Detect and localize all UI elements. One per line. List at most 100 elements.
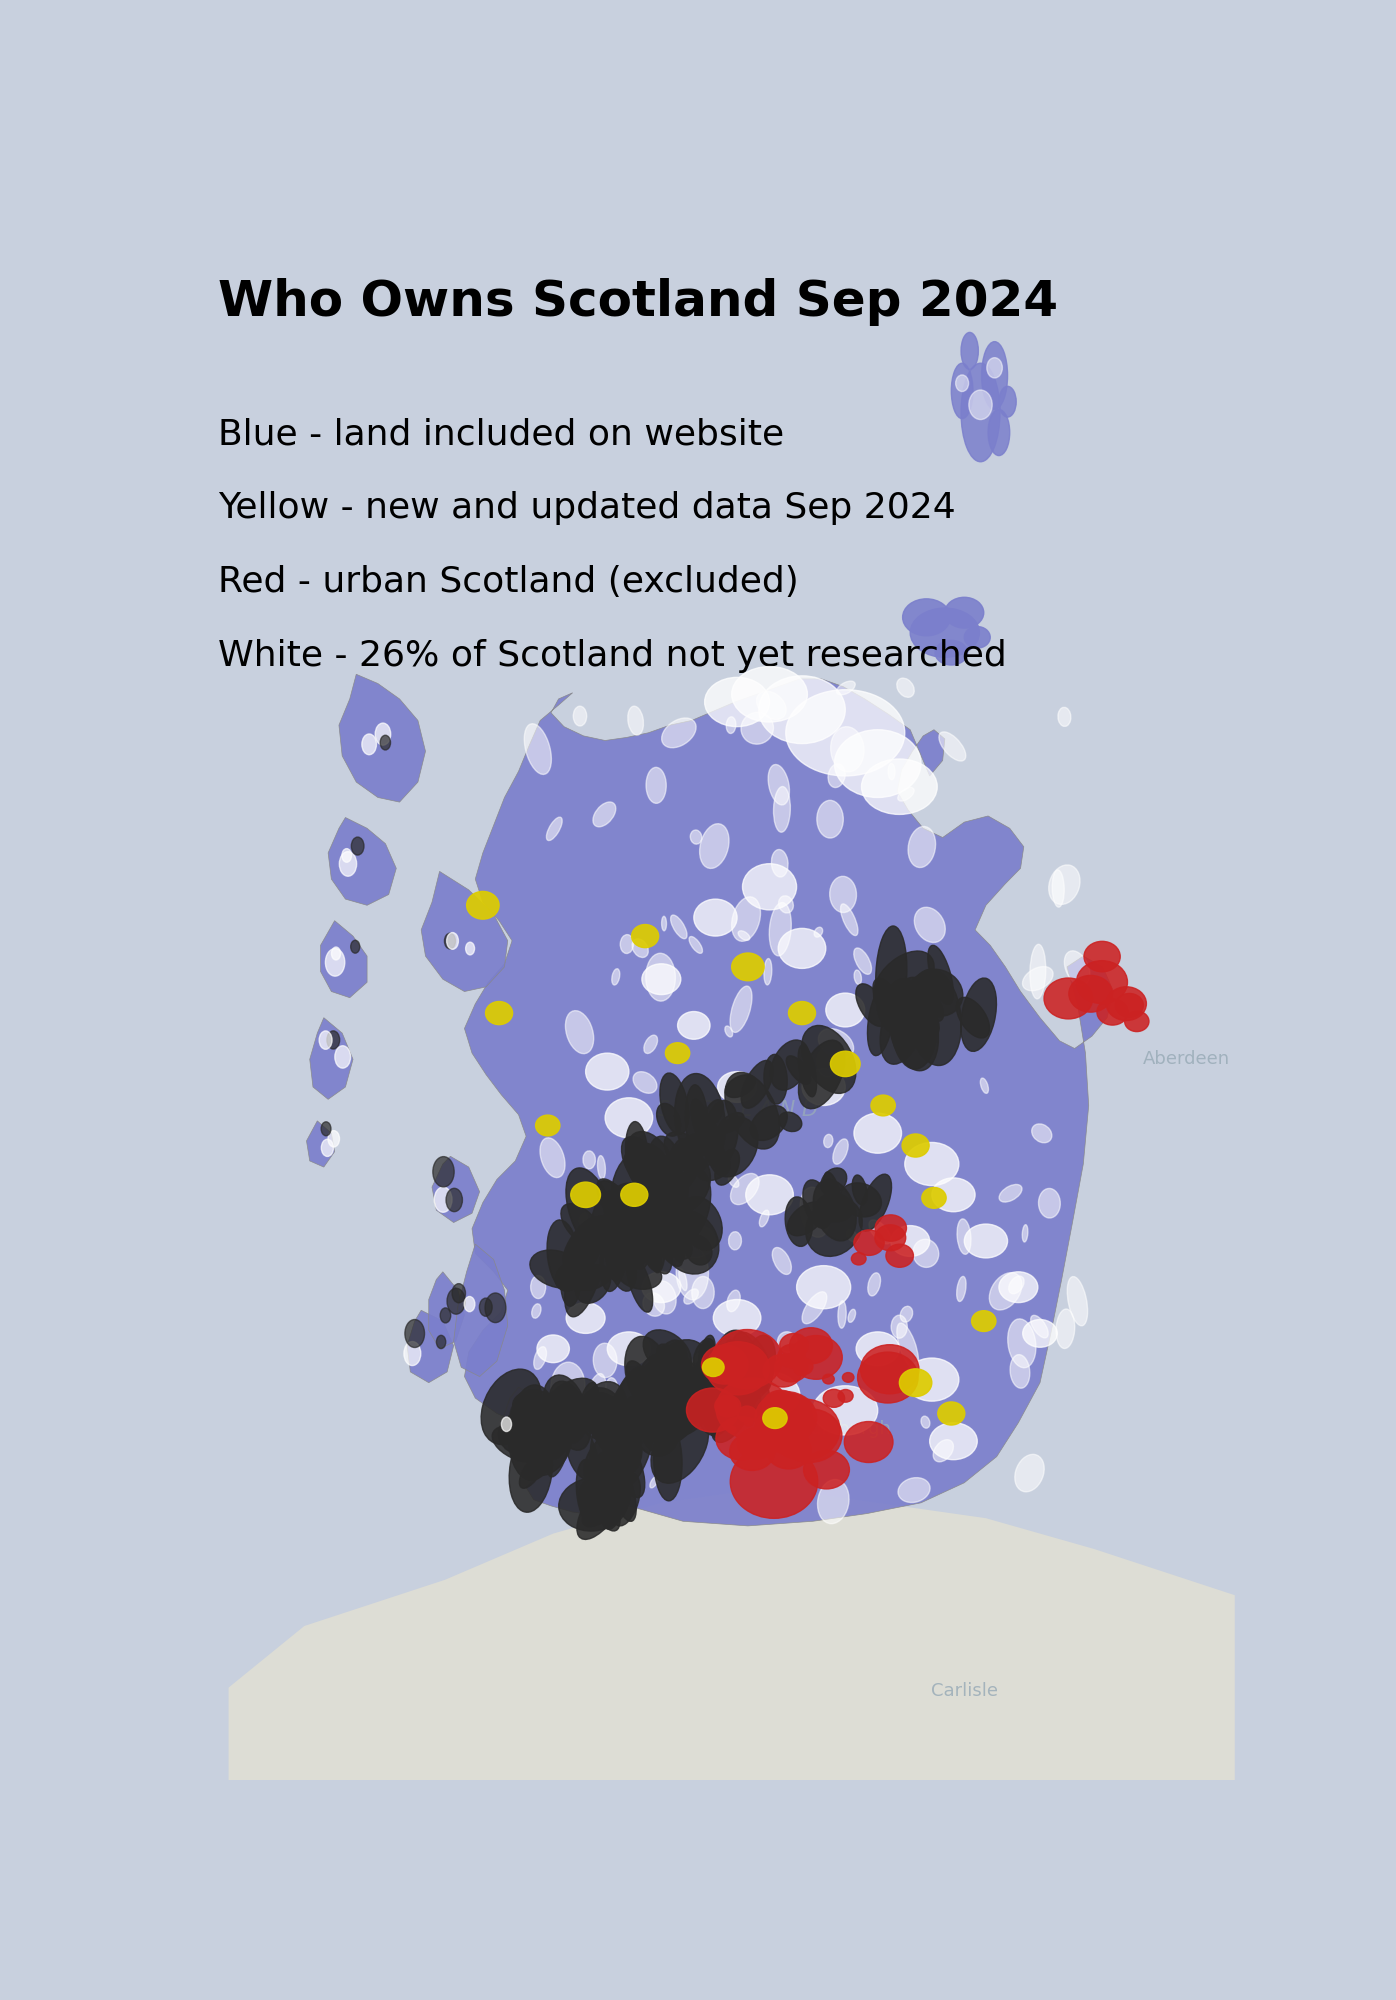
Ellipse shape [790, 1328, 832, 1364]
Ellipse shape [826, 994, 864, 1026]
Ellipse shape [561, 1258, 581, 1306]
Ellipse shape [780, 1334, 808, 1358]
Ellipse shape [704, 1100, 738, 1166]
Ellipse shape [729, 1426, 736, 1432]
Ellipse shape [920, 1000, 930, 1008]
Ellipse shape [818, 1028, 853, 1058]
Ellipse shape [789, 1002, 815, 1024]
Ellipse shape [533, 1346, 546, 1370]
Ellipse shape [651, 1410, 709, 1484]
Ellipse shape [1000, 386, 1016, 418]
Ellipse shape [558, 1478, 628, 1532]
Ellipse shape [604, 1404, 653, 1492]
Ellipse shape [907, 826, 935, 868]
Ellipse shape [1097, 998, 1128, 1026]
Ellipse shape [846, 1230, 859, 1242]
Ellipse shape [530, 1412, 558, 1444]
Ellipse shape [694, 1338, 715, 1368]
Circle shape [352, 838, 364, 856]
Ellipse shape [900, 1306, 913, 1322]
Ellipse shape [660, 1210, 719, 1274]
Ellipse shape [586, 1392, 641, 1466]
Ellipse shape [1030, 1316, 1048, 1338]
Ellipse shape [785, 1196, 812, 1246]
Ellipse shape [719, 1112, 744, 1134]
Ellipse shape [677, 1012, 711, 1040]
Ellipse shape [888, 764, 895, 780]
Ellipse shape [814, 928, 822, 938]
Ellipse shape [528, 1426, 571, 1476]
Polygon shape [229, 1488, 1235, 1780]
Ellipse shape [620, 934, 634, 954]
Ellipse shape [537, 1400, 585, 1438]
Ellipse shape [1048, 864, 1081, 904]
Ellipse shape [1058, 708, 1071, 726]
Ellipse shape [773, 786, 790, 832]
Ellipse shape [727, 1290, 740, 1312]
Ellipse shape [833, 1138, 849, 1164]
Ellipse shape [741, 712, 773, 744]
Ellipse shape [607, 1368, 651, 1436]
Circle shape [328, 1130, 339, 1148]
Ellipse shape [641, 1352, 692, 1390]
Text: Blue - land included on website: Blue - land included on website [218, 418, 785, 452]
Circle shape [479, 1298, 493, 1316]
Ellipse shape [646, 1150, 711, 1216]
Ellipse shape [670, 916, 687, 938]
Ellipse shape [699, 824, 729, 868]
Ellipse shape [854, 1114, 902, 1154]
Ellipse shape [730, 1376, 752, 1402]
Ellipse shape [632, 938, 648, 958]
Ellipse shape [1011, 1354, 1030, 1388]
Ellipse shape [1015, 1454, 1044, 1492]
Ellipse shape [498, 1410, 560, 1456]
Ellipse shape [585, 1054, 628, 1090]
Ellipse shape [803, 1292, 826, 1324]
Circle shape [327, 1030, 339, 1050]
Circle shape [380, 736, 391, 750]
Ellipse shape [604, 1098, 653, 1138]
Ellipse shape [671, 1134, 701, 1164]
Ellipse shape [766, 1432, 811, 1468]
Polygon shape [454, 1244, 508, 1376]
Ellipse shape [625, 1396, 645, 1436]
Ellipse shape [990, 1272, 1022, 1310]
Ellipse shape [831, 1052, 860, 1076]
Ellipse shape [701, 1368, 712, 1404]
Ellipse shape [868, 1272, 881, 1296]
Ellipse shape [652, 1214, 692, 1260]
Ellipse shape [621, 1136, 671, 1204]
Ellipse shape [652, 1280, 676, 1314]
Ellipse shape [648, 1210, 666, 1272]
Ellipse shape [759, 676, 845, 744]
Ellipse shape [639, 1146, 658, 1172]
Ellipse shape [1030, 944, 1046, 998]
Ellipse shape [604, 1226, 637, 1292]
Ellipse shape [656, 1376, 685, 1440]
Ellipse shape [512, 1390, 553, 1418]
Ellipse shape [778, 1344, 805, 1368]
Ellipse shape [921, 1416, 930, 1428]
Ellipse shape [757, 692, 786, 720]
Ellipse shape [584, 1150, 596, 1168]
Ellipse shape [878, 992, 940, 1042]
Ellipse shape [732, 896, 761, 942]
Ellipse shape [684, 1288, 698, 1304]
Ellipse shape [740, 1372, 800, 1418]
Ellipse shape [786, 690, 905, 776]
Ellipse shape [653, 1152, 683, 1190]
Ellipse shape [759, 1210, 769, 1226]
Ellipse shape [786, 1056, 811, 1084]
Ellipse shape [854, 948, 871, 974]
Ellipse shape [611, 1152, 656, 1232]
Ellipse shape [577, 1474, 628, 1540]
Ellipse shape [579, 1212, 588, 1224]
Ellipse shape [1083, 942, 1120, 972]
Ellipse shape [649, 1220, 683, 1266]
Ellipse shape [868, 1220, 891, 1244]
Ellipse shape [745, 1174, 793, 1214]
Ellipse shape [799, 1044, 817, 1096]
Ellipse shape [567, 1426, 597, 1480]
Circle shape [501, 1418, 511, 1432]
Ellipse shape [670, 1228, 685, 1262]
